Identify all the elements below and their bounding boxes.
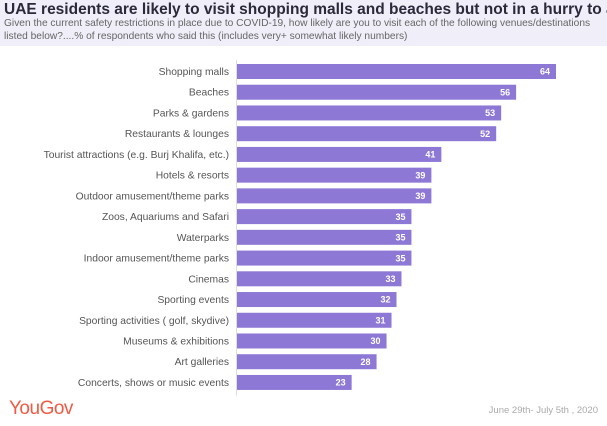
- category-label: Restaurants & lounges: [125, 129, 229, 140]
- category-label: Waterparks: [177, 233, 229, 244]
- chart-subtitle: Given the current safety restrictions in…: [4, 18, 591, 42]
- bar: [237, 209, 412, 225]
- bar: [237, 271, 402, 287]
- bar: [237, 374, 352, 390]
- data-label: 35: [395, 253, 405, 263]
- category-label: Outdoor amusement/theme parks: [76, 191, 229, 202]
- data-label: 28: [361, 357, 371, 367]
- data-label: 56: [500, 87, 510, 97]
- data-label: 41: [425, 150, 435, 160]
- bar: [237, 188, 432, 204]
- data-label: 23: [336, 378, 346, 388]
- data-label: 39: [415, 191, 425, 201]
- category-label: Parks & gardens: [153, 108, 229, 119]
- bar: [237, 354, 377, 370]
- yougov-logo: YouGov: [9, 398, 73, 419]
- bar: [237, 126, 497, 142]
- survey-date: June 29th- July 5th , 2020: [488, 405, 598, 416]
- chart-title: UAE residents are likely to visit shoppi…: [4, 1, 607, 18]
- bar: [237, 146, 442, 162]
- bar: [237, 250, 412, 266]
- category-label: Tourist attractions (e.g. Burj Khalifa, …: [44, 150, 229, 161]
- category-label: Beaches: [189, 88, 229, 99]
- data-label: 32: [380, 295, 390, 305]
- data-label: 35: [395, 212, 405, 222]
- bar: [237, 64, 556, 79]
- data-label: 64: [540, 67, 550, 77]
- bar: [237, 105, 502, 121]
- data-label: 52: [480, 129, 490, 139]
- category-label: Hotels & resorts: [156, 171, 229, 182]
- data-label: 35: [395, 233, 405, 243]
- category-label: Concerts, shows or music events: [78, 378, 229, 389]
- bar: [237, 292, 397, 308]
- header-band: UAE residents are likely to visit shoppi…: [0, 0, 607, 46]
- category-label: Art galleries: [175, 357, 229, 368]
- category-label: Shopping malls: [159, 67, 229, 78]
- bar: [237, 229, 412, 245]
- data-label: 33: [385, 274, 395, 284]
- category-label: Cinemas: [188, 274, 229, 285]
- category-label: Zoos, Aquariums and Safari: [102, 212, 229, 223]
- category-label: Sporting activities ( golf, skydive): [79, 316, 229, 327]
- category-label: Sporting events: [157, 295, 229, 306]
- data-label: 30: [371, 336, 381, 346]
- category-label: Indoor amusement/theme parks: [84, 254, 229, 265]
- data-label: 39: [415, 170, 425, 180]
- bar: [237, 84, 517, 100]
- data-label: 31: [376, 315, 386, 325]
- bar: [237, 312, 392, 328]
- category-label: Museums & exhibitions: [123, 336, 229, 347]
- bar: [237, 167, 432, 183]
- data-label: 53: [485, 108, 495, 118]
- bar: [237, 333, 387, 349]
